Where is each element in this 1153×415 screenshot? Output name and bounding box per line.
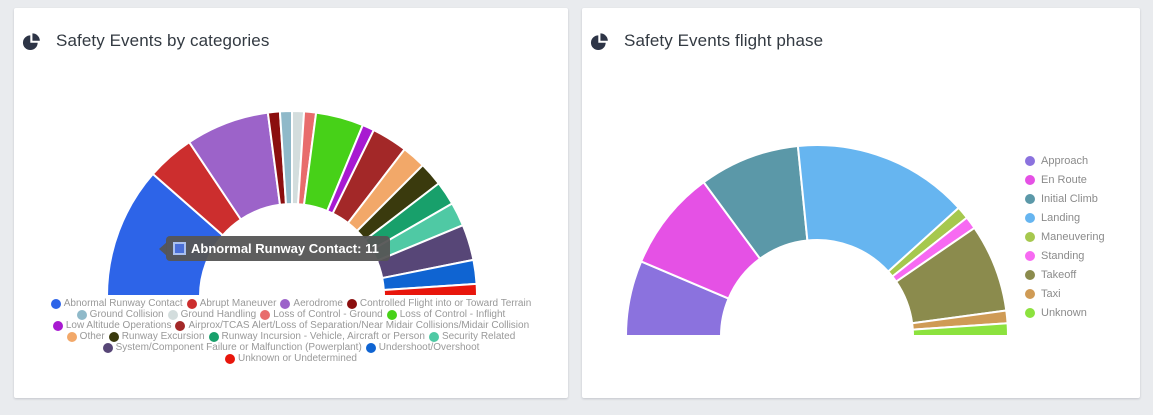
legend-item[interactable]: Ground Handling xyxy=(167,309,257,320)
panel-title: Safety Events flight phase xyxy=(624,31,824,50)
legend-item[interactable]: Low Altitude Operations xyxy=(52,320,172,331)
legend-label: Ground Handling xyxy=(180,309,257,320)
legend-label: Approach xyxy=(1041,154,1089,167)
legend-item[interactable]: Airprox/TCAS Alert/Loss of Separation/Ne… xyxy=(175,320,529,331)
legend-item[interactable]: Abnormal Runway Contact xyxy=(50,298,183,309)
categories-legend: Abnormal Runway Contact Abrupt Maneuver Ae… xyxy=(45,298,537,364)
legend-item[interactable]: Loss of Control - Inflight xyxy=(386,309,506,320)
panel-header: Safety Events flight phase xyxy=(590,31,823,51)
tooltip-text: Abnormal Runway Contact: 11 xyxy=(191,241,379,256)
panel-safety-events-flight-phase: Safety Events flight phase Approach En Ro… xyxy=(582,8,1140,398)
legend-dot-icon xyxy=(108,331,119,342)
legend-label: Undershoot/Overshoot xyxy=(378,342,480,353)
legend-item[interactable]: En Route xyxy=(1025,170,1105,189)
legend-item[interactable]: Approach xyxy=(1025,151,1105,170)
pie-chart-icon xyxy=(590,32,608,50)
dashboard: Safety Events by categories Abnormal Run… xyxy=(0,0,1153,398)
legend-dot-icon xyxy=(1025,212,1035,223)
legend-label: Abrupt Maneuver xyxy=(199,298,277,309)
panel-header: Safety Events by categories xyxy=(22,31,269,51)
legend-dot-icon xyxy=(66,331,77,342)
legend-dot-icon xyxy=(1025,174,1035,185)
legend-dot-icon xyxy=(386,309,397,320)
categories-half-donut-chart xyxy=(106,110,478,297)
legend-label: System/Component Failure or Malfunction … xyxy=(115,342,362,353)
legend-label: Landing xyxy=(1041,211,1081,224)
legend-item[interactable]: Unknown or Undetermined xyxy=(225,353,357,364)
legend-dot-icon xyxy=(186,298,197,309)
legend-dot-icon xyxy=(346,298,357,309)
legend-label: Standing xyxy=(1041,249,1085,262)
legend-item[interactable]: Maneuvering xyxy=(1025,227,1105,246)
legend-label: Ground Collision xyxy=(89,309,164,320)
legend-dot-icon xyxy=(260,309,271,320)
legend-item[interactable]: Controlled Flight into or Toward Terrain xyxy=(346,298,532,309)
legend-label: En Route xyxy=(1041,173,1087,186)
legend-dot-icon xyxy=(280,298,291,309)
pie-chart-icon xyxy=(22,32,40,50)
legend-dot-icon xyxy=(1025,193,1035,204)
legend-dot-icon xyxy=(50,298,61,309)
legend-label: Initial Climb xyxy=(1041,192,1098,205)
legend-label: Unknown or Undetermined xyxy=(238,353,357,364)
legend-dot-icon xyxy=(52,320,63,331)
flight-phase-half-donut-chart xyxy=(625,144,1009,337)
panel-safety-events-categories: Safety Events by categories Abnormal Run… xyxy=(14,8,568,398)
legend-item[interactable]: Runway Incursion - Vehicle, Aircraft or … xyxy=(208,331,425,342)
legend-label: Low Altitude Operations xyxy=(65,320,172,331)
legend-label: Abnormal Runway Contact xyxy=(63,298,183,309)
legend-dot-icon xyxy=(208,331,219,342)
legend-dot-icon xyxy=(102,342,113,353)
legend-label: Runway Incursion - Vehicle, Aircraft or … xyxy=(221,331,425,342)
legend-dot-icon xyxy=(1025,155,1035,166)
legend-label: Loss of Control - Inflight xyxy=(399,309,506,320)
legend-item[interactable]: Initial Climb xyxy=(1025,189,1105,208)
legend-dot-icon xyxy=(365,342,376,353)
chart-tooltip: Abnormal Runway Contact: 11 xyxy=(166,236,390,261)
legend-dot-icon xyxy=(428,331,439,342)
legend-item[interactable]: Ground Collision xyxy=(76,309,164,320)
legend-dot-icon xyxy=(225,353,236,364)
legend-label: Unknown xyxy=(1041,306,1087,319)
legend-item[interactable]: Abrupt Maneuver xyxy=(186,298,277,309)
legend-item[interactable]: Unknown xyxy=(1025,303,1105,322)
legend-item[interactable]: Aerodrome xyxy=(280,298,343,309)
tooltip-swatch-icon xyxy=(173,242,186,255)
legend-dot-icon xyxy=(1025,231,1035,242)
legend-label: Security Related xyxy=(441,331,516,342)
legend-item[interactable]: Security Related xyxy=(428,331,516,342)
legend-item[interactable]: Runway Excursion xyxy=(108,331,205,342)
legend-label: Loss of Control - Ground xyxy=(273,309,383,320)
legend-dot-icon xyxy=(1025,307,1035,318)
legend-item[interactable]: Landing xyxy=(1025,208,1105,227)
legend-label: Takeoff xyxy=(1041,268,1077,281)
legend-item[interactable]: Takeoff xyxy=(1025,265,1105,284)
legend-dot-icon xyxy=(175,320,186,331)
legend-item[interactable]: Other xyxy=(66,331,105,342)
chart-segment[interactable] xyxy=(382,282,478,297)
legend-label: Taxi xyxy=(1041,287,1061,300)
legend-dot-icon xyxy=(1025,288,1035,299)
legend-item[interactable]: Loss of Control - Ground xyxy=(260,309,383,320)
legend-label: Runway Excursion xyxy=(121,331,205,342)
legend-item[interactable]: Undershoot/Overshoot xyxy=(365,342,480,353)
legend-label: Controlled Flight into or Toward Terrain xyxy=(359,298,532,309)
legend-label: Aerodrome xyxy=(293,298,343,309)
legend-label: Airprox/TCAS Alert/Loss of Separation/Ne… xyxy=(188,320,530,331)
legend-item[interactable]: Taxi xyxy=(1025,284,1105,303)
legend-dot-icon xyxy=(1025,269,1035,280)
legend-label: Other xyxy=(79,331,105,342)
legend-label: Maneuvering xyxy=(1041,230,1105,243)
flight-phase-legend: Approach En Route Initial Climb Landing Mane… xyxy=(1025,151,1105,322)
chart-segment[interactable] xyxy=(911,322,1009,337)
legend-dot-icon xyxy=(167,309,178,320)
legend-dot-icon xyxy=(1025,250,1035,261)
legend-dot-icon xyxy=(76,309,87,320)
legend-item[interactable]: System/Component Failure or Malfunction … xyxy=(102,342,362,353)
panel-title: Safety Events by categories xyxy=(56,31,270,50)
legend-item[interactable]: Standing xyxy=(1025,246,1105,265)
